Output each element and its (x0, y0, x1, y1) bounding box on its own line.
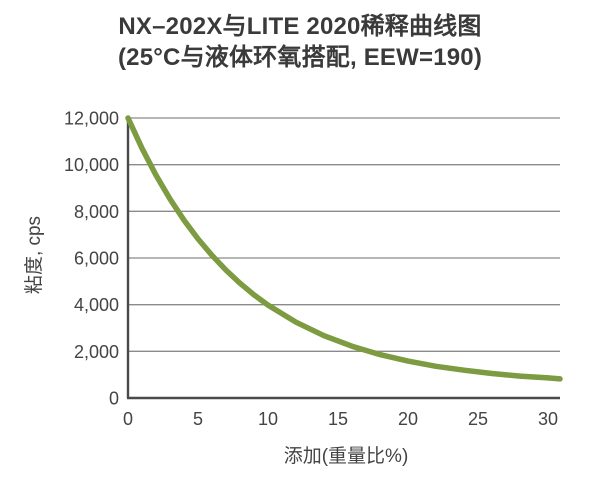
gridlines (128, 117, 560, 352)
y-tick-label: 0 (109, 389, 119, 409)
chart-title-block: NX–202X与LITE 2020稀释曲线图 (25°C与液体环氧搭配, EEW… (0, 11, 600, 73)
y-axis-title: 粘度, cps (23, 216, 45, 294)
y-tick-label: 8,000 (74, 202, 119, 222)
chart-subtitle: (25°C与液体环氧搭配, EEW=190) (117, 44, 483, 71)
axes (126, 117, 560, 400)
x-tick-label: 5 (193, 409, 203, 429)
y-tick-label: 6,000 (74, 249, 119, 269)
y-tick-labels: 0 2,000 4,000 6,000 8,000 10,000 12,000 (64, 109, 119, 409)
y-tick-label: 2,000 (74, 342, 119, 362)
x-axis-title: 添加(重量比%) (284, 445, 409, 467)
dilution-curve-line (125, 115, 563, 382)
y-tick-label: 12,000 (64, 109, 119, 129)
x-tick-label: 25 (468, 409, 488, 429)
x-tick-label: 10 (258, 409, 278, 429)
curve (125, 115, 563, 382)
x-tick-label: 0 (123, 409, 133, 429)
x-tick-label: 20 (398, 409, 418, 429)
x-tick-labels: 0 5 10 15 20 25 30 (123, 409, 558, 429)
y-tick-label: 4,000 (74, 295, 119, 315)
x-tick-label: 15 (328, 409, 348, 429)
chart-title: NX–202X与LITE 2020稀释曲线图 (118, 13, 482, 40)
y-tick-label: 10,000 (64, 155, 119, 175)
x-tick-label: 30 (538, 409, 558, 429)
